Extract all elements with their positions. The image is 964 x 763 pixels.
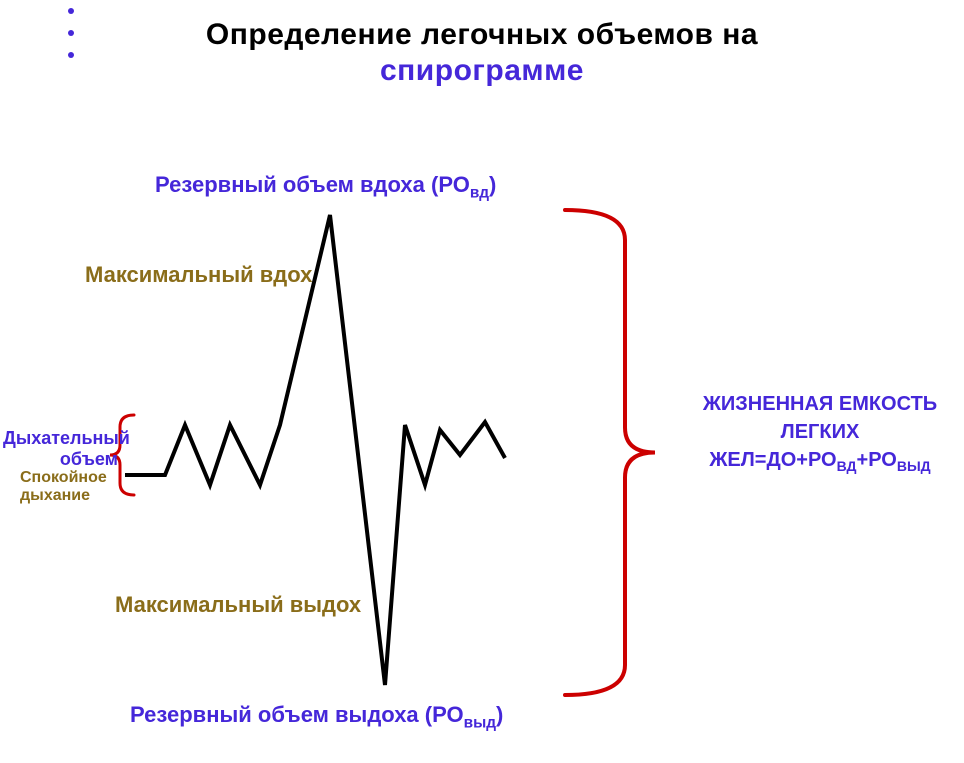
title-line-2: спирограмме <box>0 54 964 88</box>
vital-capacity-bracket <box>565 210 655 695</box>
erv-label: Резервный объем выдоха (РОвыд) <box>130 702 503 732</box>
max-inhale-label: Максимальный вдох <box>85 262 312 288</box>
tidal-volume-label: Дыхательный объем <box>3 428 118 469</box>
spirogram-chart: Резервный объем вдоха (РОвд) Максимальны… <box>0 160 964 760</box>
max-exhale-label: Максимальный выдох <box>115 592 361 618</box>
vital-formula: ЖЕЛ=ДО+РОВД+РОВЫД <box>680 446 960 477</box>
bullet-dot <box>68 8 74 14</box>
title-line-1: Определение легочных объемов на <box>0 18 964 52</box>
page-title: Определение легочных объемов на спирогра… <box>0 18 964 88</box>
irv-label: Резервный объем вдоха (РОвд) <box>155 172 496 202</box>
vital-capacity-text: ЖИЗНЕННАЯ ЕМКОСТЬ ЛЕГКИХ ЖЕЛ=ДО+РОВД+РОВ… <box>680 390 960 477</box>
calm-breathing-label: Спокойное дыхание <box>20 469 107 506</box>
